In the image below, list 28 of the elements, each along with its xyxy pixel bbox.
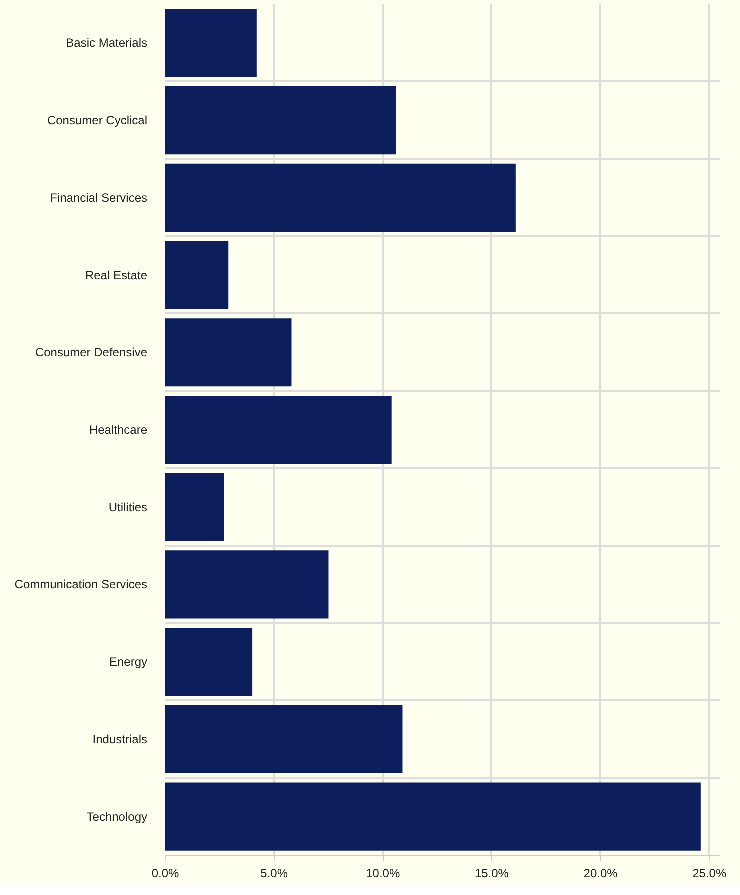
bar (166, 318, 292, 387)
bar (166, 396, 392, 464)
x-tick-label: 25.0% (692, 866, 727, 880)
y-tick-label: Basic Materials (66, 36, 148, 50)
y-tick-label: Consumer Cyclical (47, 114, 148, 128)
x-tick-label: 5.0% (260, 866, 288, 880)
bar (166, 86, 396, 155)
bar (166, 628, 253, 696)
bar (166, 473, 224, 542)
y-tick-label: Consumer Defensive (35, 346, 148, 360)
y-tick-label: Communication Services (14, 578, 148, 592)
bar (166, 782, 701, 851)
x-tick-label: 0.0% (152, 866, 180, 880)
x-tick-label: 10.0% (366, 866, 400, 880)
y-tick-label: Utilities (108, 500, 148, 514)
bar (166, 705, 403, 774)
x-tick-label: 20.0% (584, 866, 618, 880)
y-tick-label: Healthcare (89, 423, 148, 437)
bar (166, 550, 329, 619)
y-tick-label: Industrials (92, 732, 148, 746)
y-tick-label: Real Estate (85, 268, 148, 282)
bar (166, 241, 229, 310)
bar (166, 164, 516, 232)
y-tick-label: Technology (86, 810, 148, 824)
y-tick-label: Financial Services (50, 190, 148, 205)
y-tick-label: Energy (109, 655, 148, 670)
bar (166, 9, 257, 78)
x-tick-label: 15.0% (474, 866, 510, 880)
